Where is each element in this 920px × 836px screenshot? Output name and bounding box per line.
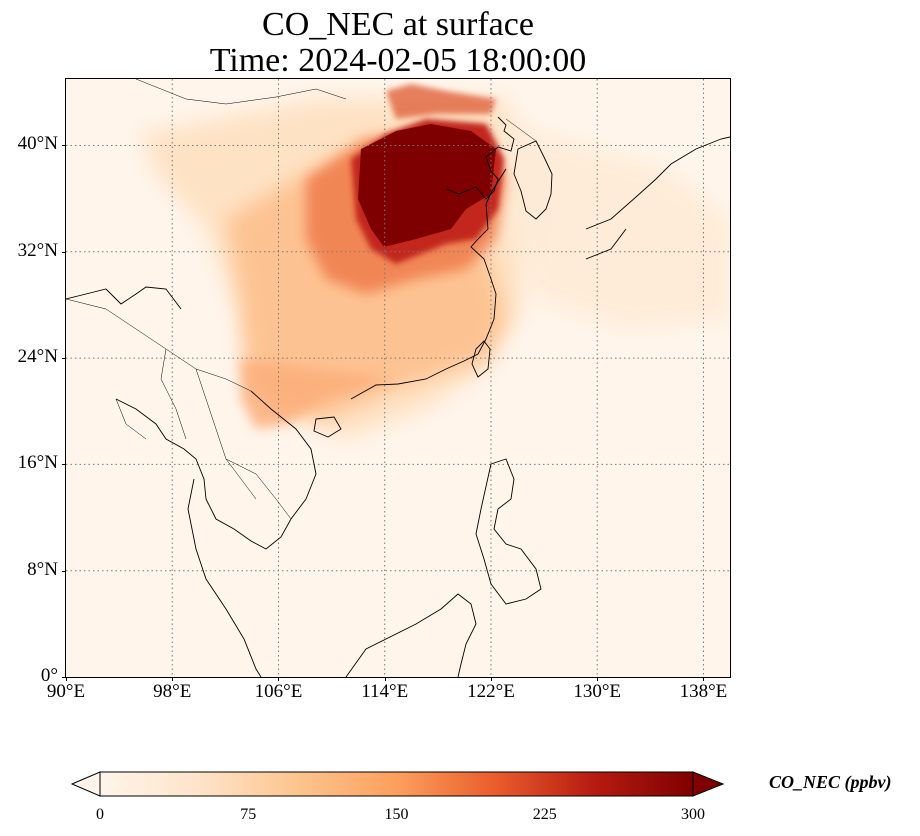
indochina-coast	[115, 390, 317, 550]
map-time-subtitle: Time: 2024-02-05 18:00:00	[209, 42, 587, 79]
japan-coast	[585, 136, 730, 260]
lat-tick-label: 8°N	[27, 558, 58, 580]
lon-tick-label: 114°E	[361, 681, 409, 702]
map-title: CO_NEC at surface	[262, 6, 534, 43]
lat-tick-mark	[62, 145, 66, 147]
lon-tick-mark	[703, 677, 705, 681]
lon-tick-label: 130°E	[573, 681, 622, 702]
colorbar-gradient	[99, 771, 694, 797]
ocean-plume	[496, 119, 730, 329]
borneo	[345, 593, 477, 677]
colorbar-tick-label: 300	[681, 806, 705, 823]
colorbar	[70, 771, 725, 797]
lon-tick-mark	[597, 677, 599, 681]
lat-tick-mark	[62, 570, 66, 572]
lon-tick-label: 138°E	[679, 681, 728, 702]
malay-peninsula	[187, 478, 262, 677]
philippines	[475, 458, 542, 605]
hainan	[313, 416, 342, 438]
colorbar-tick-label: 150	[384, 806, 409, 823]
lon-tick-mark	[278, 677, 280, 681]
colorbar-tick-label: 75	[240, 806, 257, 823]
lat-tick-label: 0°	[40, 665, 58, 686]
west-coast	[66, 286, 182, 310]
taiwan	[471, 340, 491, 378]
lat-tick-label: 16°N	[17, 452, 58, 474]
map-canvas	[66, 79, 730, 677]
gridlines	[66, 79, 730, 677]
colorbar-tick-label: 0	[96, 806, 104, 823]
colorbar-extend-max	[692, 771, 725, 797]
lon-tick-label: 90°E	[46, 681, 86, 702]
coastlines	[66, 116, 730, 677]
lon-tick-label: 98°E	[153, 681, 192, 702]
colorbar-tick-label: 225	[532, 806, 557, 823]
extreme-north-streak	[386, 84, 496, 119]
korea-coast	[513, 140, 553, 220]
lon-tick-label: 106°E	[254, 681, 303, 702]
lat-tick-mark	[62, 251, 66, 253]
colorbar-title: CO_NEC (ppbv)	[769, 772, 892, 792]
lon-tick-mark	[490, 677, 492, 681]
map-panel	[65, 78, 731, 678]
colorbar-extend-min	[70, 771, 101, 797]
concentration-field	[141, 84, 730, 439]
lat-tick-label: 40°N	[17, 133, 58, 155]
country-borders	[66, 79, 537, 520]
lon-tick-mark	[172, 677, 174, 681]
core-plume	[358, 124, 496, 247]
lon-tick-label: 122°E	[467, 681, 515, 702]
lon-tick-mark	[66, 677, 67, 681]
south-coast-plume	[241, 359, 396, 429]
lat-tick-label: 32°N	[17, 239, 58, 261]
lat-tick-mark	[62, 358, 66, 360]
lat-tick-mark	[62, 464, 66, 466]
lat-tick-label: 24°N	[17, 346, 58, 368]
lon-tick-mark	[384, 677, 386, 681]
lat-tick-mark	[62, 677, 66, 678]
china-coast	[350, 116, 515, 400]
